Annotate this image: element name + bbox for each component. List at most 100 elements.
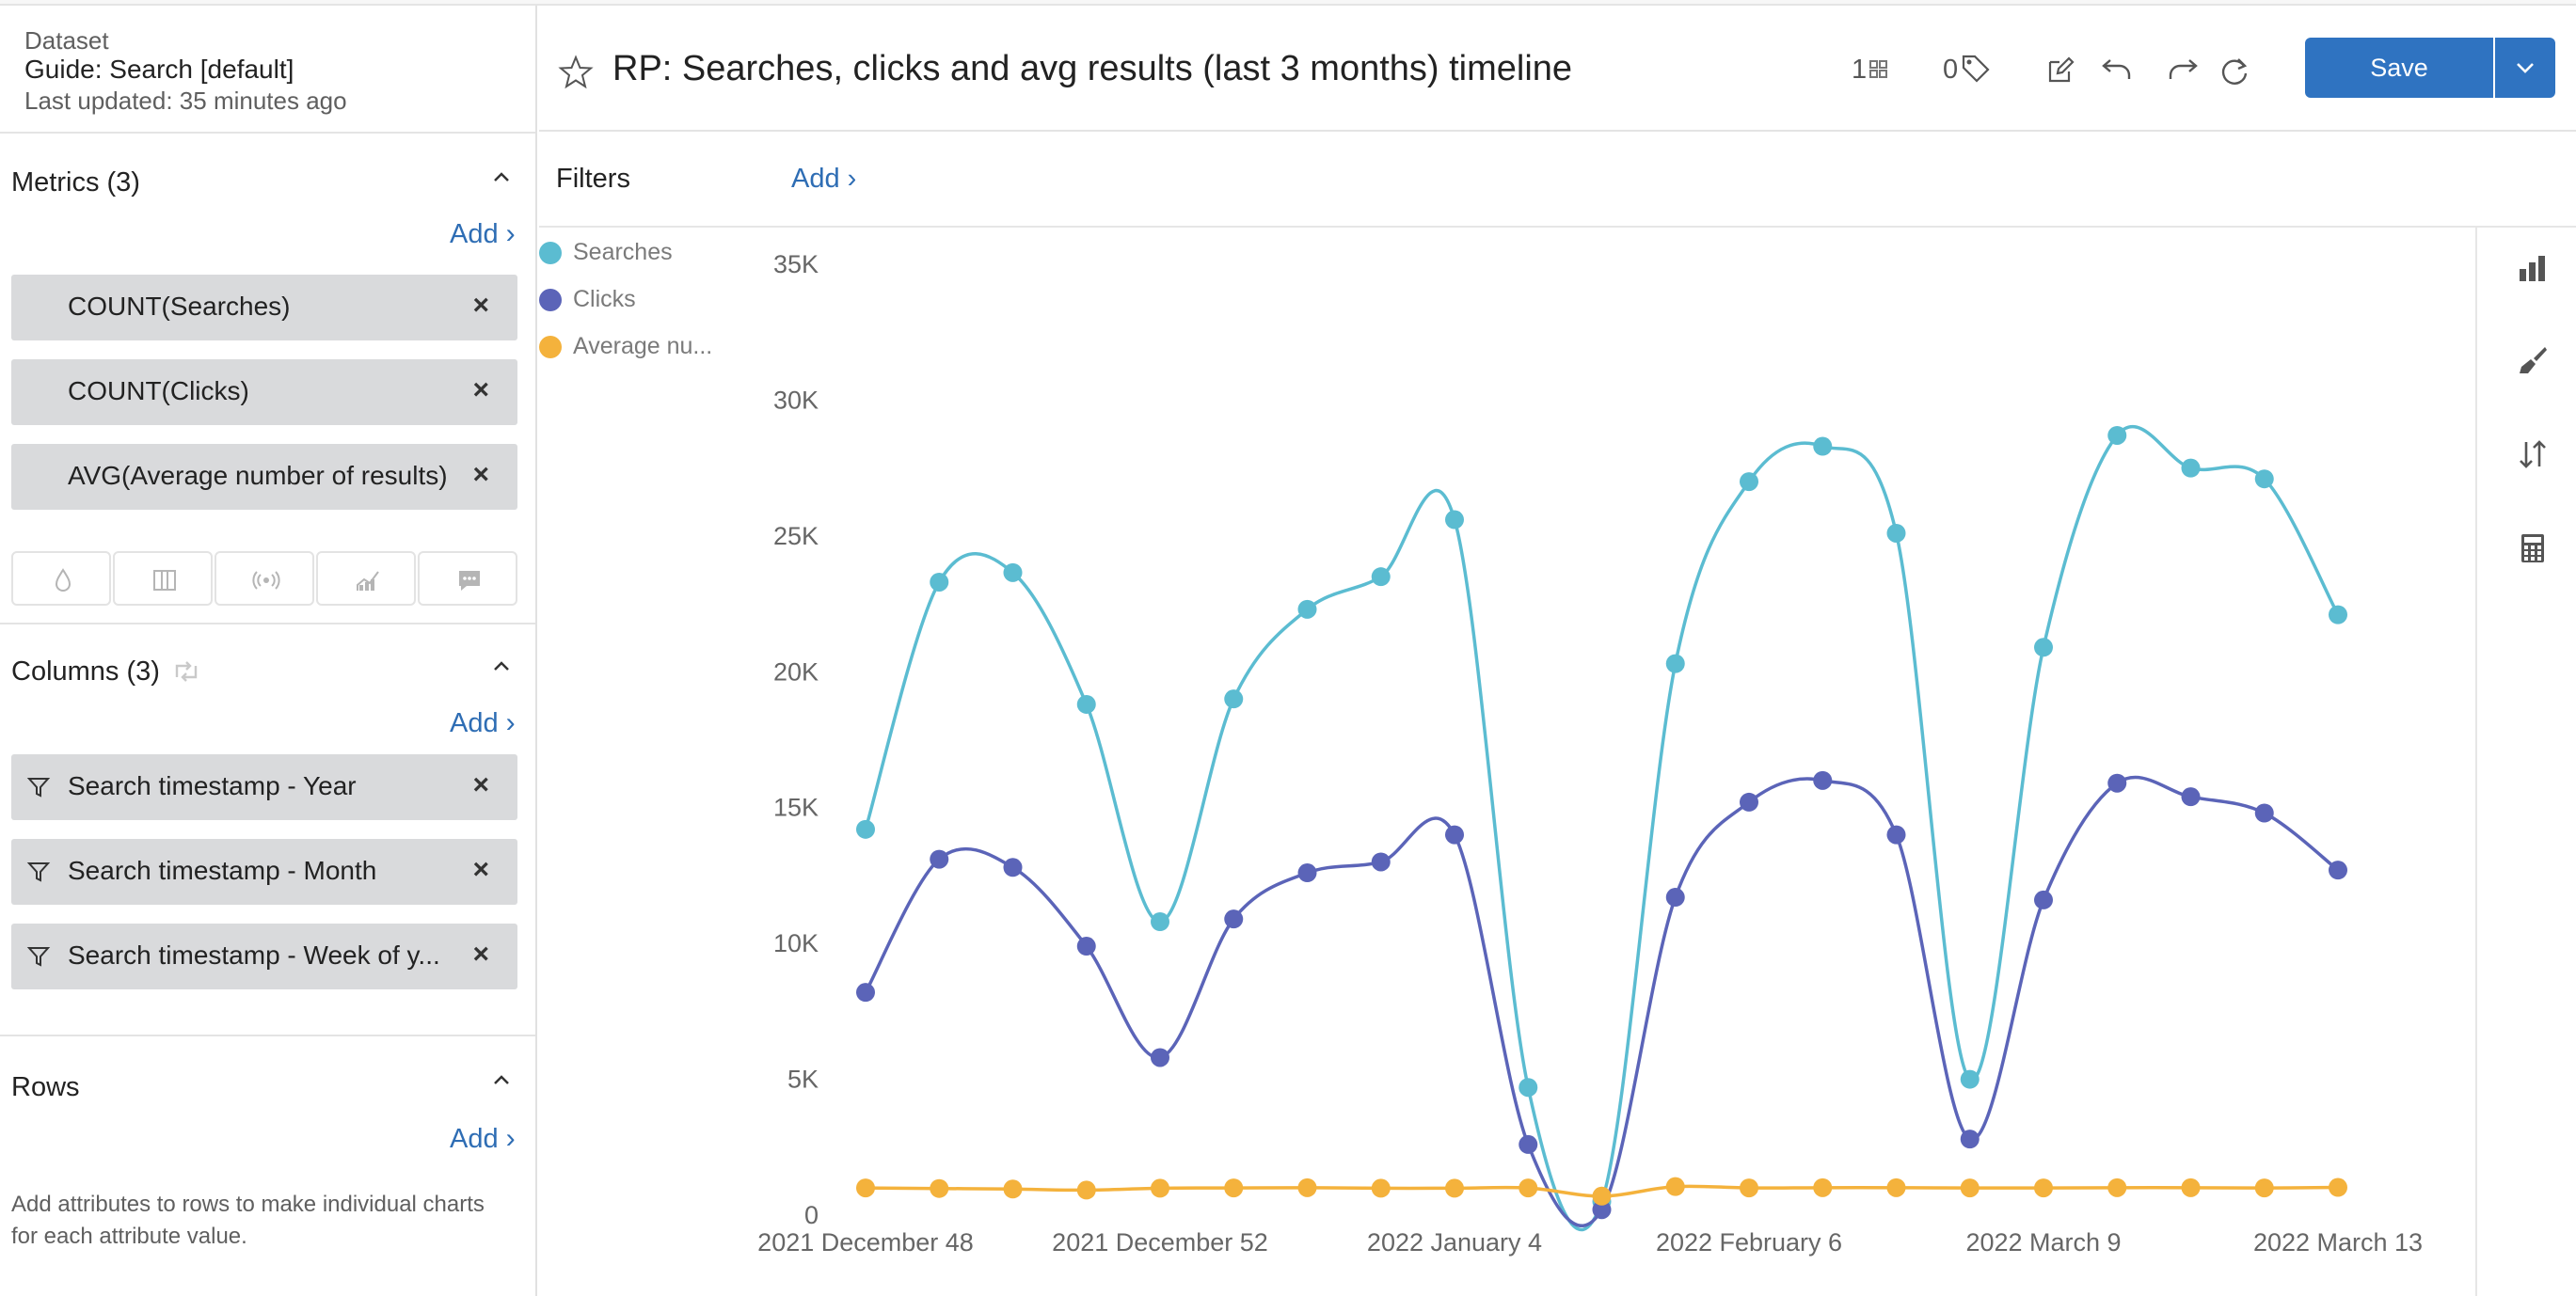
comment-icon-button[interactable]	[418, 551, 517, 606]
data-point	[2329, 605, 2347, 624]
data-point	[2107, 773, 2127, 793]
data-point	[1886, 523, 1906, 543]
data-point	[2181, 787, 2201, 807]
paintbrush-icon[interactable]	[2517, 344, 2549, 376]
area-chart-icon-button[interactable]	[316, 551, 416, 606]
data-point	[2107, 425, 2127, 445]
data-point	[1076, 1180, 1096, 1200]
save-button[interactable]: Save	[2305, 38, 2493, 98]
remove-metric-button[interactable]: ×	[472, 290, 489, 321]
series-line	[864, 425, 2340, 1232]
filter-icon[interactable]	[26, 944, 51, 969]
undo-icon[interactable]	[2099, 55, 2135, 87]
data-point	[1151, 1178, 1169, 1198]
data-point	[1813, 770, 1833, 790]
data-point	[2181, 1177, 2201, 1197]
drop-icon-button[interactable]	[11, 551, 111, 606]
data-point	[930, 572, 949, 592]
data-point	[1886, 825, 1906, 845]
column-pill[interactable]: Search timestamp - Month ×	[11, 839, 517, 905]
metric-label: AVG(Average number of results)	[68, 461, 448, 490]
data-point	[1297, 1177, 1317, 1197]
chevron-right-icon: ›	[505, 218, 516, 249]
collapse-rows-icon[interactable]	[491, 1070, 512, 1091]
data-point	[1003, 562, 1023, 582]
columns-section-title: Columns (3)	[11, 656, 160, 687]
y-tick-label: 30K	[773, 386, 819, 414]
collapse-metrics-icon[interactable]	[491, 167, 512, 188]
chevron-right-icon: ›	[505, 1123, 516, 1154]
legend-label: Clicks	[573, 286, 636, 312]
remove-metric-button[interactable]: ×	[472, 374, 489, 405]
data-point	[2254, 803, 2274, 823]
data-point	[930, 849, 949, 869]
data-point	[1960, 1130, 1980, 1149]
data-point	[1519, 1078, 1538, 1098]
dataset-name[interactable]: Guide: Search [default]	[24, 55, 294, 84]
data-point	[1371, 1178, 1391, 1198]
data-point	[1297, 599, 1317, 619]
legend-dot	[539, 289, 562, 311]
column-label: Search timestamp - Month	[68, 856, 377, 885]
report-header: RP: Searches, clicks and avg results (la…	[539, 6, 2576, 132]
column-pill[interactable]: Search timestamp - Year ×	[11, 754, 517, 820]
metric-pill[interactable]: COUNT(Clicks) ×	[11, 359, 517, 425]
data-point	[1151, 912, 1169, 932]
divider	[0, 623, 535, 624]
data-point	[1960, 1069, 1980, 1089]
drop-icon	[55, 568, 72, 592]
data-point	[2034, 890, 2053, 909]
data-point	[1445, 510, 1464, 529]
data-point	[1960, 1178, 1980, 1198]
grid-icon[interactable]	[1868, 56, 1890, 81]
legend-dot	[539, 336, 562, 358]
redo-icon[interactable]	[2165, 55, 2201, 87]
tag-icon[interactable]	[1960, 53, 1992, 85]
calculator-icon[interactable]	[2517, 532, 2549, 564]
broadcast-icon-button[interactable]	[215, 551, 314, 606]
swap-icon[interactable]	[171, 656, 201, 687]
left-panel: Dataset Guide: Search [default] Last upd…	[0, 6, 537, 1296]
save-options-button[interactable]	[2493, 38, 2555, 98]
metric-pill[interactable]: COUNT(Searches) ×	[11, 275, 517, 340]
data-point	[1224, 689, 1244, 709]
rows-add-link[interactable]: Add ›	[450, 1123, 516, 1155]
column-pill[interactable]: Search timestamp - Week of y... ×	[11, 924, 517, 989]
line-chart: 0 5K 10K 15K 20K 25K 30K 35K 2021 December 48 202…	[757, 250, 2423, 1256]
data-point	[1740, 472, 1758, 492]
data-point	[2329, 861, 2347, 880]
metrics-add-link[interactable]: Add ›	[450, 218, 516, 250]
metric-pill[interactable]: AVG(Average number of results) ×	[11, 444, 517, 510]
data-point	[856, 983, 875, 1003]
collapse-columns-icon[interactable]	[491, 656, 512, 677]
star-icon[interactable]	[558, 55, 594, 90]
edit-icon[interactable]	[2044, 55, 2076, 87]
x-tick-label: 2022 January 4	[1367, 1228, 1542, 1256]
filter-icon[interactable]	[26, 860, 51, 884]
sort-icon[interactable]	[2517, 438, 2549, 470]
remove-metric-button[interactable]: ×	[472, 459, 489, 490]
column-icon-button[interactable]	[113, 551, 213, 606]
data-point	[1592, 1186, 1612, 1206]
remove-column-button[interactable]: ×	[472, 854, 489, 885]
remove-column-button[interactable]: ×	[472, 769, 489, 800]
y-tick-label: 15K	[773, 794, 819, 822]
filter-icon[interactable]	[26, 775, 51, 799]
report-title[interactable]: RP: Searches, clicks and avg results (la…	[612, 49, 1573, 88]
metrics-section-title: Metrics (3)	[11, 167, 140, 198]
metric-options-toolbar	[11, 551, 517, 608]
refresh-icon[interactable]	[2218, 55, 2251, 88]
columns-add-link[interactable]: Add ›	[450, 707, 516, 739]
remove-column-button[interactable]: ×	[472, 939, 489, 970]
data-point	[2329, 1177, 2347, 1197]
divider	[0, 1035, 535, 1036]
rows-add-label: Add	[450, 1124, 499, 1154]
chevron-right-icon: ›	[505, 707, 516, 738]
bar-chart-icon[interactable]	[2517, 252, 2549, 284]
legend-label: Searches	[573, 239, 673, 265]
legend-label: Average nu...	[573, 333, 713, 359]
data-point	[1813, 436, 1833, 456]
filters-add-link[interactable]: Add ›	[791, 164, 856, 195]
y-tick-label: 35K	[773, 250, 819, 278]
